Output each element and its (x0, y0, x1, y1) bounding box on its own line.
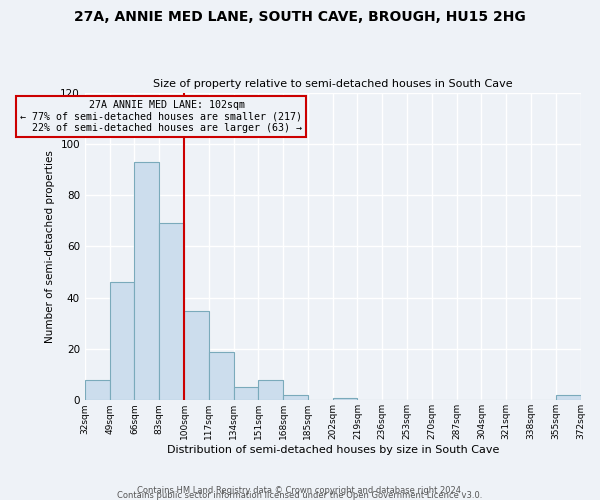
X-axis label: Distribution of semi-detached houses by size in South Cave: Distribution of semi-detached houses by … (167, 445, 499, 455)
Bar (85, 380, 110, 400)
Text: Contains HM Land Registry data © Crown copyright and database right 2024.: Contains HM Land Registry data © Crown c… (137, 486, 463, 495)
Text: Contains public sector information licensed under the Open Government Licence v3: Contains public sector information licen… (118, 491, 482, 500)
Bar (233, 388, 259, 400)
Bar (134, 162, 159, 400)
Bar (209, 352, 233, 401)
Bar (110, 282, 134, 401)
Text: 27A, ANNIE MED LANE, SOUTH CAVE, BROUGH, HU15 2HG: 27A, ANNIE MED LANE, SOUTH CAVE, BROUGH,… (74, 10, 526, 24)
Bar (332, 398, 358, 400)
Bar (283, 395, 308, 400)
Title: Size of property relative to semi-detached houses in South Cave: Size of property relative to semi-detach… (153, 79, 512, 89)
Bar (556, 395, 581, 400)
Bar (259, 380, 283, 400)
Bar (159, 224, 184, 400)
Bar (184, 310, 209, 400)
Text: 27A ANNIE MED LANE: 102sqm
← 77% of semi-detached houses are smaller (217)
  22%: 27A ANNIE MED LANE: 102sqm ← 77% of semi… (20, 100, 302, 134)
Y-axis label: Number of semi-detached properties: Number of semi-detached properties (45, 150, 55, 343)
